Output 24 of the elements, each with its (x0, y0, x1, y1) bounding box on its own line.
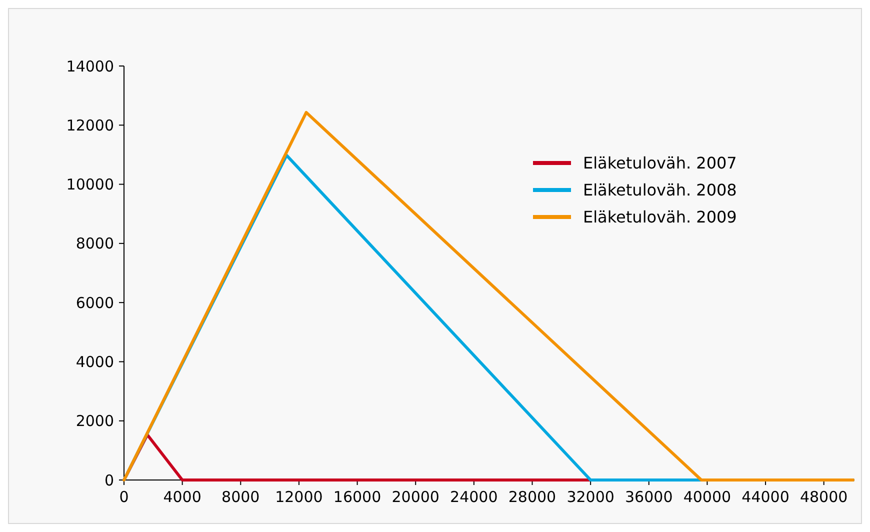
x-tick-label: 48000 (800, 488, 848, 506)
legend-label: Eläketuloväh. 2007 (583, 154, 737, 173)
x-tick-label: 16000 (333, 488, 382, 506)
y-tick-label: 4000 (76, 352, 114, 371)
x-tick-label: 8000 (222, 488, 260, 506)
x-tick-label: 12000 (275, 488, 323, 506)
y-tick-label: 14000 (66, 57, 114, 76)
x-tick-label: 36000 (625, 488, 673, 506)
legend-label: Eläketuloväh. 2008 (583, 180, 737, 200)
y-tick-label: 8000 (76, 234, 114, 253)
y-tick-label: 0 (104, 471, 114, 490)
x-tick-label: 32000 (566, 488, 614, 506)
x-tick-label: 28000 (508, 488, 556, 506)
x-tick-label: 0 (119, 488, 129, 506)
legend-label: Eläketuloväh. 2009 (583, 208, 737, 227)
x-tick-label: 44000 (742, 488, 790, 506)
x-tick-label: 24000 (450, 488, 498, 506)
x-tick-label: 40000 (683, 488, 732, 506)
y-tick-label: 2000 (76, 412, 114, 430)
y-tick-label: 12000 (66, 116, 114, 134)
y-tick-label: 10000 (66, 176, 114, 194)
x-tick-label: 4000 (163, 488, 202, 506)
y-tick-label: 6000 (76, 294, 114, 312)
x-tick-label: 20000 (392, 488, 440, 506)
